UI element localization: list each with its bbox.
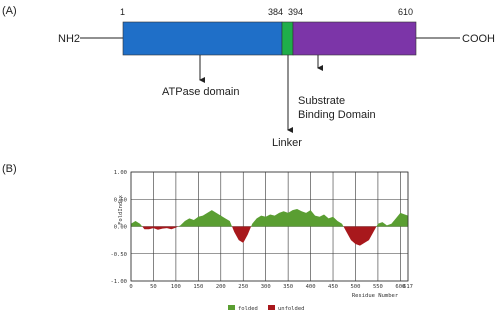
x-tick-label: 50 <box>150 284 157 290</box>
atpase-box <box>122 21 283 56</box>
position: 1 <box>120 7 125 17</box>
legend-swatch <box>268 305 275 310</box>
y-axis-label: FoldIndex <box>118 194 124 224</box>
x-tick-label: 500 <box>351 284 361 290</box>
x-tick-label: 100 <box>171 284 181 290</box>
x-tick-label: 550 <box>373 284 383 290</box>
legend-swatch <box>228 305 235 310</box>
legend-label: unfolded <box>278 306 305 312</box>
folded-area <box>131 209 408 227</box>
x-tick-label: 400 <box>306 284 316 290</box>
y-tick-label: 0.50 <box>114 197 127 203</box>
y-tick-label: -1.00 <box>110 279 127 285</box>
x-tick-label: 250 <box>238 284 248 290</box>
plot-frame <box>130 171 409 282</box>
panel-label: (A) <box>2 5 17 17</box>
x-tick-label: 350 <box>283 284 293 290</box>
x-tick-label: 450 <box>328 284 338 290</box>
x-tick-label: 300 <box>261 284 271 290</box>
domain-label: ATPase domain <box>162 86 239 98</box>
linker-box <box>281 21 294 56</box>
y-tick-label: 0.00 <box>114 225 127 231</box>
position: 610 <box>398 7 413 17</box>
position: 384 <box>268 7 283 17</box>
x-tick-label: 150 <box>193 284 203 290</box>
n-terminus: NH2 <box>58 33 80 45</box>
x-tick-label: 600 <box>395 284 405 290</box>
sbd-box <box>292 21 417 56</box>
x-tick-label: 200 <box>216 284 226 290</box>
legend-label: folded <box>238 306 258 312</box>
y-tick-label: -0.50 <box>110 252 127 258</box>
x-tick-label: 617 <box>403 284 413 290</box>
domain-label: Substrate <box>298 95 345 107</box>
y-tick-label: 1.00 <box>114 170 127 176</box>
c-terminus: COOH <box>462 33 495 45</box>
position: 394 <box>288 7 303 17</box>
domain-label: Linker <box>272 137 302 149</box>
x-axis-label: Residue Number <box>352 293 399 299</box>
unfolded-area <box>131 226 408 246</box>
panel-label: (B) <box>2 163 17 175</box>
domain-label: Binding Domain <box>298 109 376 121</box>
x-tick-label: 0 <box>129 284 132 290</box>
